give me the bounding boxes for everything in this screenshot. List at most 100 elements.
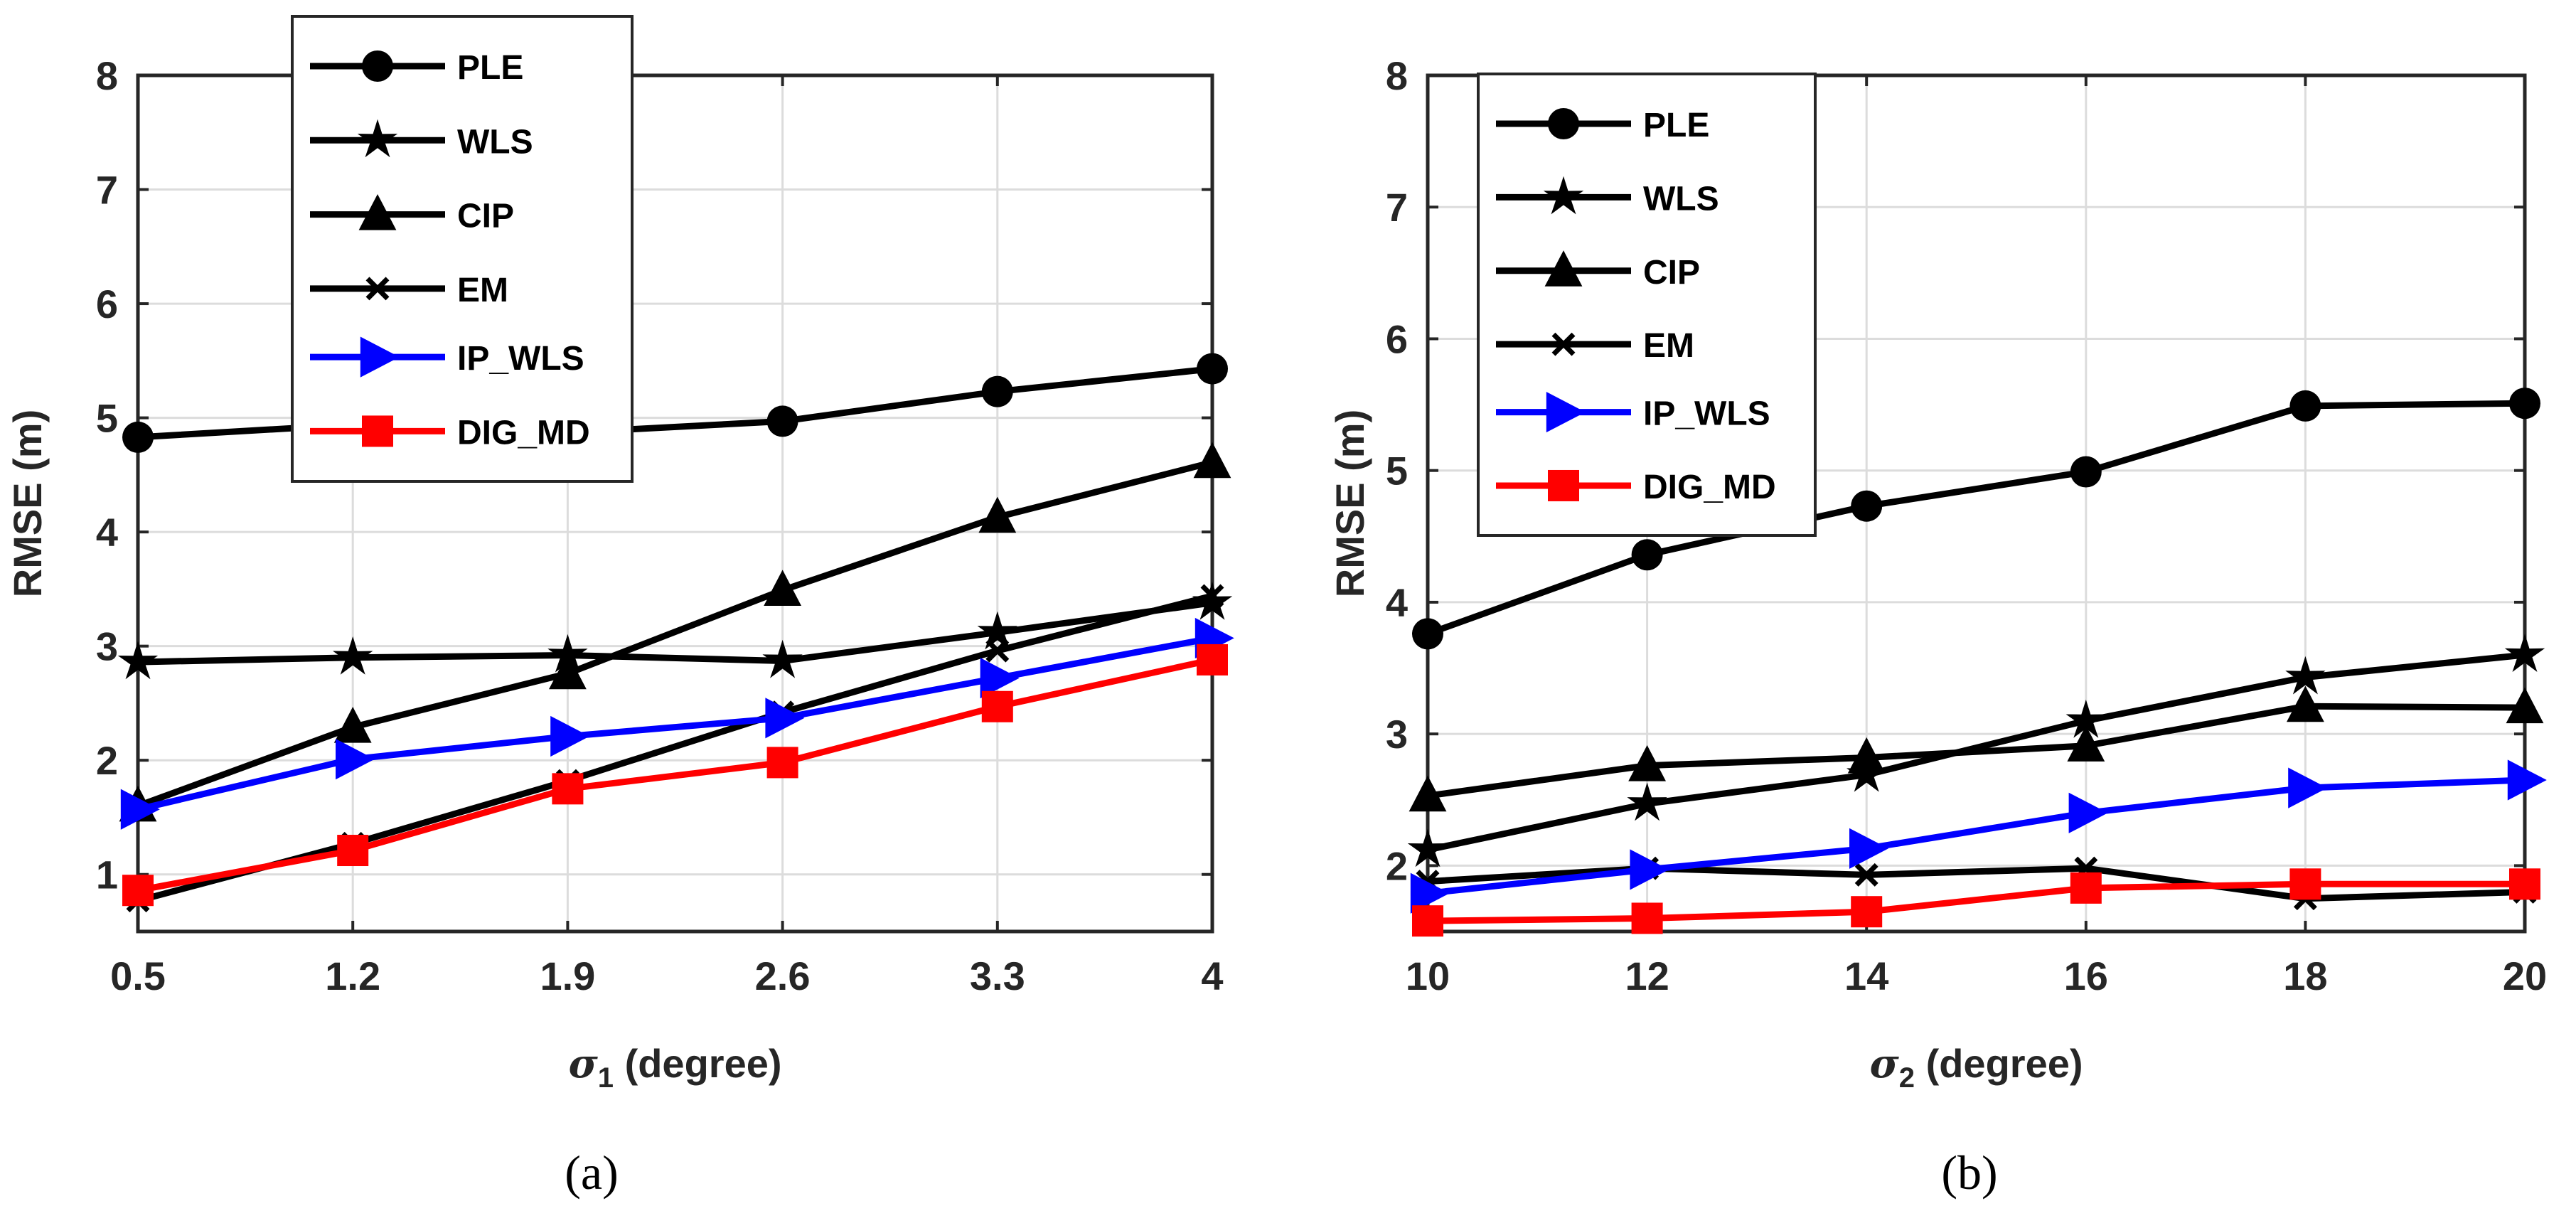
legend-box [1477, 73, 1817, 537]
series-ple [1412, 388, 2540, 650]
marker-x [365, 277, 390, 301]
series-line [1427, 776, 2526, 897]
marker-circle [981, 375, 1013, 407]
series-line [137, 634, 1213, 813]
legend-label: CIP [457, 198, 514, 235]
marker-triangle [1409, 775, 1447, 812]
marker-triangle-right [1410, 872, 1450, 914]
marker-circle [362, 50, 393, 82]
y-tick-label: 2 [1386, 843, 1408, 888]
legend-label: EM [457, 272, 508, 309]
marker-square [2289, 868, 2321, 900]
x-tick-label: 4 [1201, 954, 1223, 998]
marker-star [2504, 634, 2545, 672]
marker-triangle-right [1546, 391, 1586, 433]
subfigure-caption: (b) [1941, 1146, 1997, 1200]
x-label-symbol: σ [568, 1040, 598, 1087]
x-tick-label: 10 [1406, 954, 1450, 998]
marker-star [2285, 656, 2326, 695]
legend-label: IP_WLS [1643, 395, 1770, 433]
marker-triangle-right [1630, 849, 1669, 890]
legend-item-cip: CIP [1496, 250, 1700, 292]
marker-circle [1851, 490, 1883, 522]
legend-item-dig-md: DIG_MD [1496, 469, 1776, 506]
marker-triangle-right [360, 336, 400, 378]
marker-square [1548, 469, 1579, 501]
marker-triangle-right [2068, 792, 2108, 833]
marker-triangle-right [120, 789, 160, 830]
series-line [137, 656, 1213, 894]
legend-label: WLS [1643, 180, 1719, 218]
marker-triangle [1544, 250, 1583, 287]
marker-triangle [1193, 442, 1231, 479]
marker-x [1854, 863, 1878, 887]
marker-triangle [2067, 725, 2105, 762]
marker-circle [1548, 108, 1579, 139]
x-label-subscript: 2 [1899, 1062, 1915, 1094]
marker-star [333, 636, 373, 675]
marker-triangle-right [336, 738, 375, 780]
marker-star [357, 119, 398, 158]
marker-square [1631, 902, 1663, 934]
x-tick-label: 18 [2283, 954, 2327, 998]
y-tick-label: 5 [96, 396, 118, 441]
marker-circle [122, 421, 154, 453]
marker-square [1412, 905, 1443, 937]
marker-star [2065, 699, 2106, 738]
marker-circle [2070, 456, 2102, 488]
series-line [137, 592, 1214, 904]
marker-triangle-right [550, 715, 590, 757]
y-tick-label: 6 [96, 282, 118, 326]
series-dig-md [122, 644, 1228, 907]
marker-triangle [549, 653, 587, 690]
marker-triangle-right [980, 658, 1020, 699]
marker-x [985, 639, 1010, 663]
marker-circle [1412, 618, 1443, 650]
y-tick-label: 1 [96, 853, 118, 897]
y-axis-label: RMSE (m) [5, 410, 50, 597]
y-tick-label: 4 [96, 510, 118, 555]
legend-label: EM [1643, 327, 1694, 365]
marker-triangle-right [2507, 759, 2547, 801]
marker-star [117, 641, 159, 680]
marker-circle [766, 405, 798, 437]
y-tick-label: 6 [1386, 316, 1408, 361]
marker-square [337, 835, 369, 867]
legend-item-cip: CIP [310, 193, 514, 235]
axes-box [1426, 73, 2527, 934]
marker-x [1551, 332, 1576, 356]
x-axis-label: σ2 (degree) [1869, 1040, 2083, 1094]
x-label-text: (degree) [1915, 1041, 2083, 1086]
marker-triangle [764, 570, 801, 607]
y-tick-label: 7 [96, 168, 118, 213]
marker-triangle-right [765, 698, 805, 739]
legend-label: IP_WLS [457, 340, 584, 378]
marker-circle [1197, 353, 1228, 385]
marker-square [1197, 644, 1228, 676]
legend-label: DIG_MD [1643, 469, 1776, 506]
y-tick-label: 2 [96, 738, 118, 783]
marker-square [766, 747, 798, 779]
marker-square [2070, 872, 2102, 904]
x-label-subscript: 1 [598, 1062, 614, 1094]
marker-x [1200, 584, 1224, 608]
legend-label: PLE [457, 49, 523, 87]
legend-label: CIP [1643, 254, 1700, 292]
marker-triangle [1628, 745, 1666, 781]
marker-triangle [2287, 685, 2324, 722]
subfigure-caption: (a) [565, 1146, 618, 1200]
y-tick-label: 3 [96, 624, 118, 669]
legend-box [291, 15, 634, 483]
marker-star [1543, 176, 1584, 215]
x-tick-label: 14 [1844, 954, 1888, 998]
marker-star [1407, 828, 1448, 867]
x-label-text: (degree) [614, 1041, 782, 1086]
marker-star [1627, 782, 1667, 821]
y-tick-label: 8 [1386, 53, 1408, 98]
x-tick-label: 1.2 [325, 954, 380, 998]
y-axis-label: RMSE (m) [1327, 410, 1372, 597]
marker-triangle-right [1849, 828, 1888, 869]
series-ip-wls [1410, 759, 2547, 914]
